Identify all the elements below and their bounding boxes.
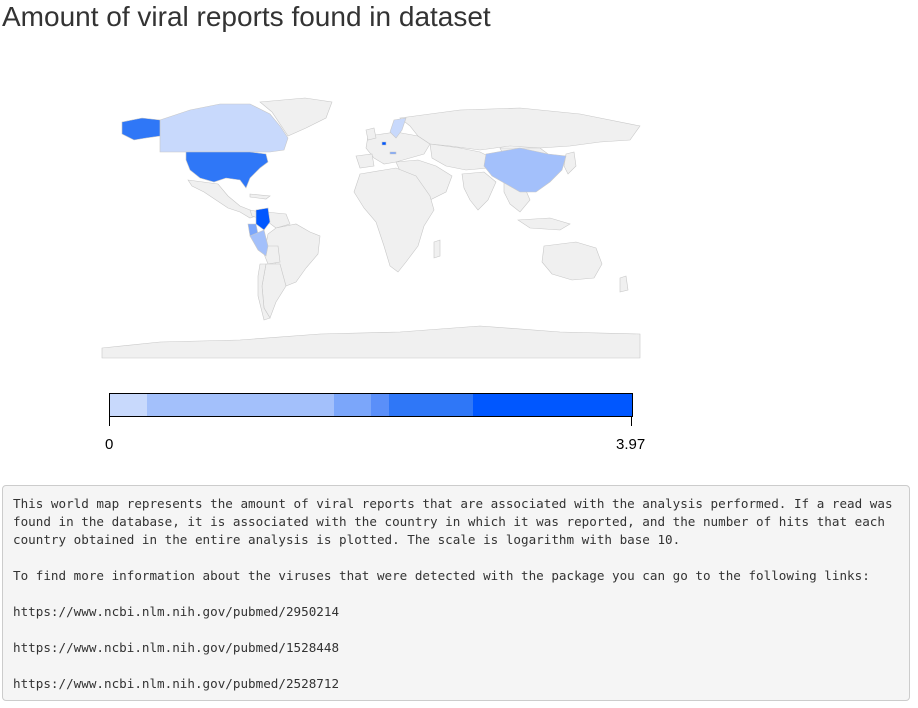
legend-segment bbox=[334, 394, 371, 416]
country-india bbox=[461, 171, 497, 211]
link-2[interactable]: https://www.ncbi.nlm.nih.gov/pubmed/1528… bbox=[13, 640, 340, 655]
country-canada bbox=[159, 103, 289, 153]
legend-max-label: 3.97 bbox=[616, 436, 646, 453]
description-box: This world map represents the amount of … bbox=[2, 485, 910, 701]
legend-min-label: 0 bbox=[105, 436, 114, 453]
country-australia bbox=[541, 241, 603, 281]
legend-segment bbox=[389, 394, 473, 416]
country-peru bbox=[249, 229, 269, 257]
legend-segment bbox=[146, 394, 335, 416]
country-colombia bbox=[255, 207, 271, 231]
legend-tick-min bbox=[109, 416, 110, 426]
country-china bbox=[483, 147, 567, 193]
country-antarctica bbox=[101, 325, 641, 359]
country-japan bbox=[563, 151, 577, 175]
country-usa bbox=[185, 151, 269, 189]
legend-color-bar bbox=[109, 393, 633, 417]
country-belgium bbox=[381, 141, 387, 146]
country-argentina bbox=[261, 263, 287, 319]
country-africa bbox=[353, 167, 435, 273]
spacer bbox=[13, 657, 899, 675]
country-norway bbox=[389, 117, 407, 139]
spacer bbox=[13, 585, 899, 603]
legend-tick-max bbox=[631, 416, 632, 426]
country-alaska bbox=[121, 117, 161, 141]
country-russia bbox=[399, 107, 641, 151]
spacer bbox=[13, 621, 899, 639]
country-new-zealand bbox=[619, 275, 629, 293]
country-mexico bbox=[187, 179, 257, 219]
country-chile bbox=[257, 263, 271, 321]
country-uk bbox=[365, 127, 377, 141]
world-map bbox=[100, 96, 642, 360]
country-iberia bbox=[355, 153, 375, 169]
country-czechia bbox=[389, 151, 397, 155]
link-1[interactable]: https://www.ncbi.nlm.nih.gov/pubmed/2950… bbox=[13, 604, 340, 619]
description-paragraph: This world map represents the amount of … bbox=[13, 496, 901, 547]
legend-segment bbox=[472, 394, 632, 416]
world-map-svg bbox=[101, 97, 641, 359]
country-madagascar bbox=[433, 239, 441, 259]
legend-segment bbox=[110, 394, 147, 416]
link-3[interactable]: https://www.ncbi.nlm.nih.gov/pubmed/2528… bbox=[13, 676, 340, 691]
country-cuba bbox=[249, 193, 271, 200]
legend-segment bbox=[370, 394, 390, 416]
country-greenland bbox=[259, 97, 333, 137]
country-indonesia bbox=[517, 217, 571, 231]
page-title: Amount of viral reports found in dataset bbox=[2, 1, 491, 32]
spacer bbox=[13, 549, 899, 567]
links-intro: To find more information about the virus… bbox=[13, 568, 870, 583]
